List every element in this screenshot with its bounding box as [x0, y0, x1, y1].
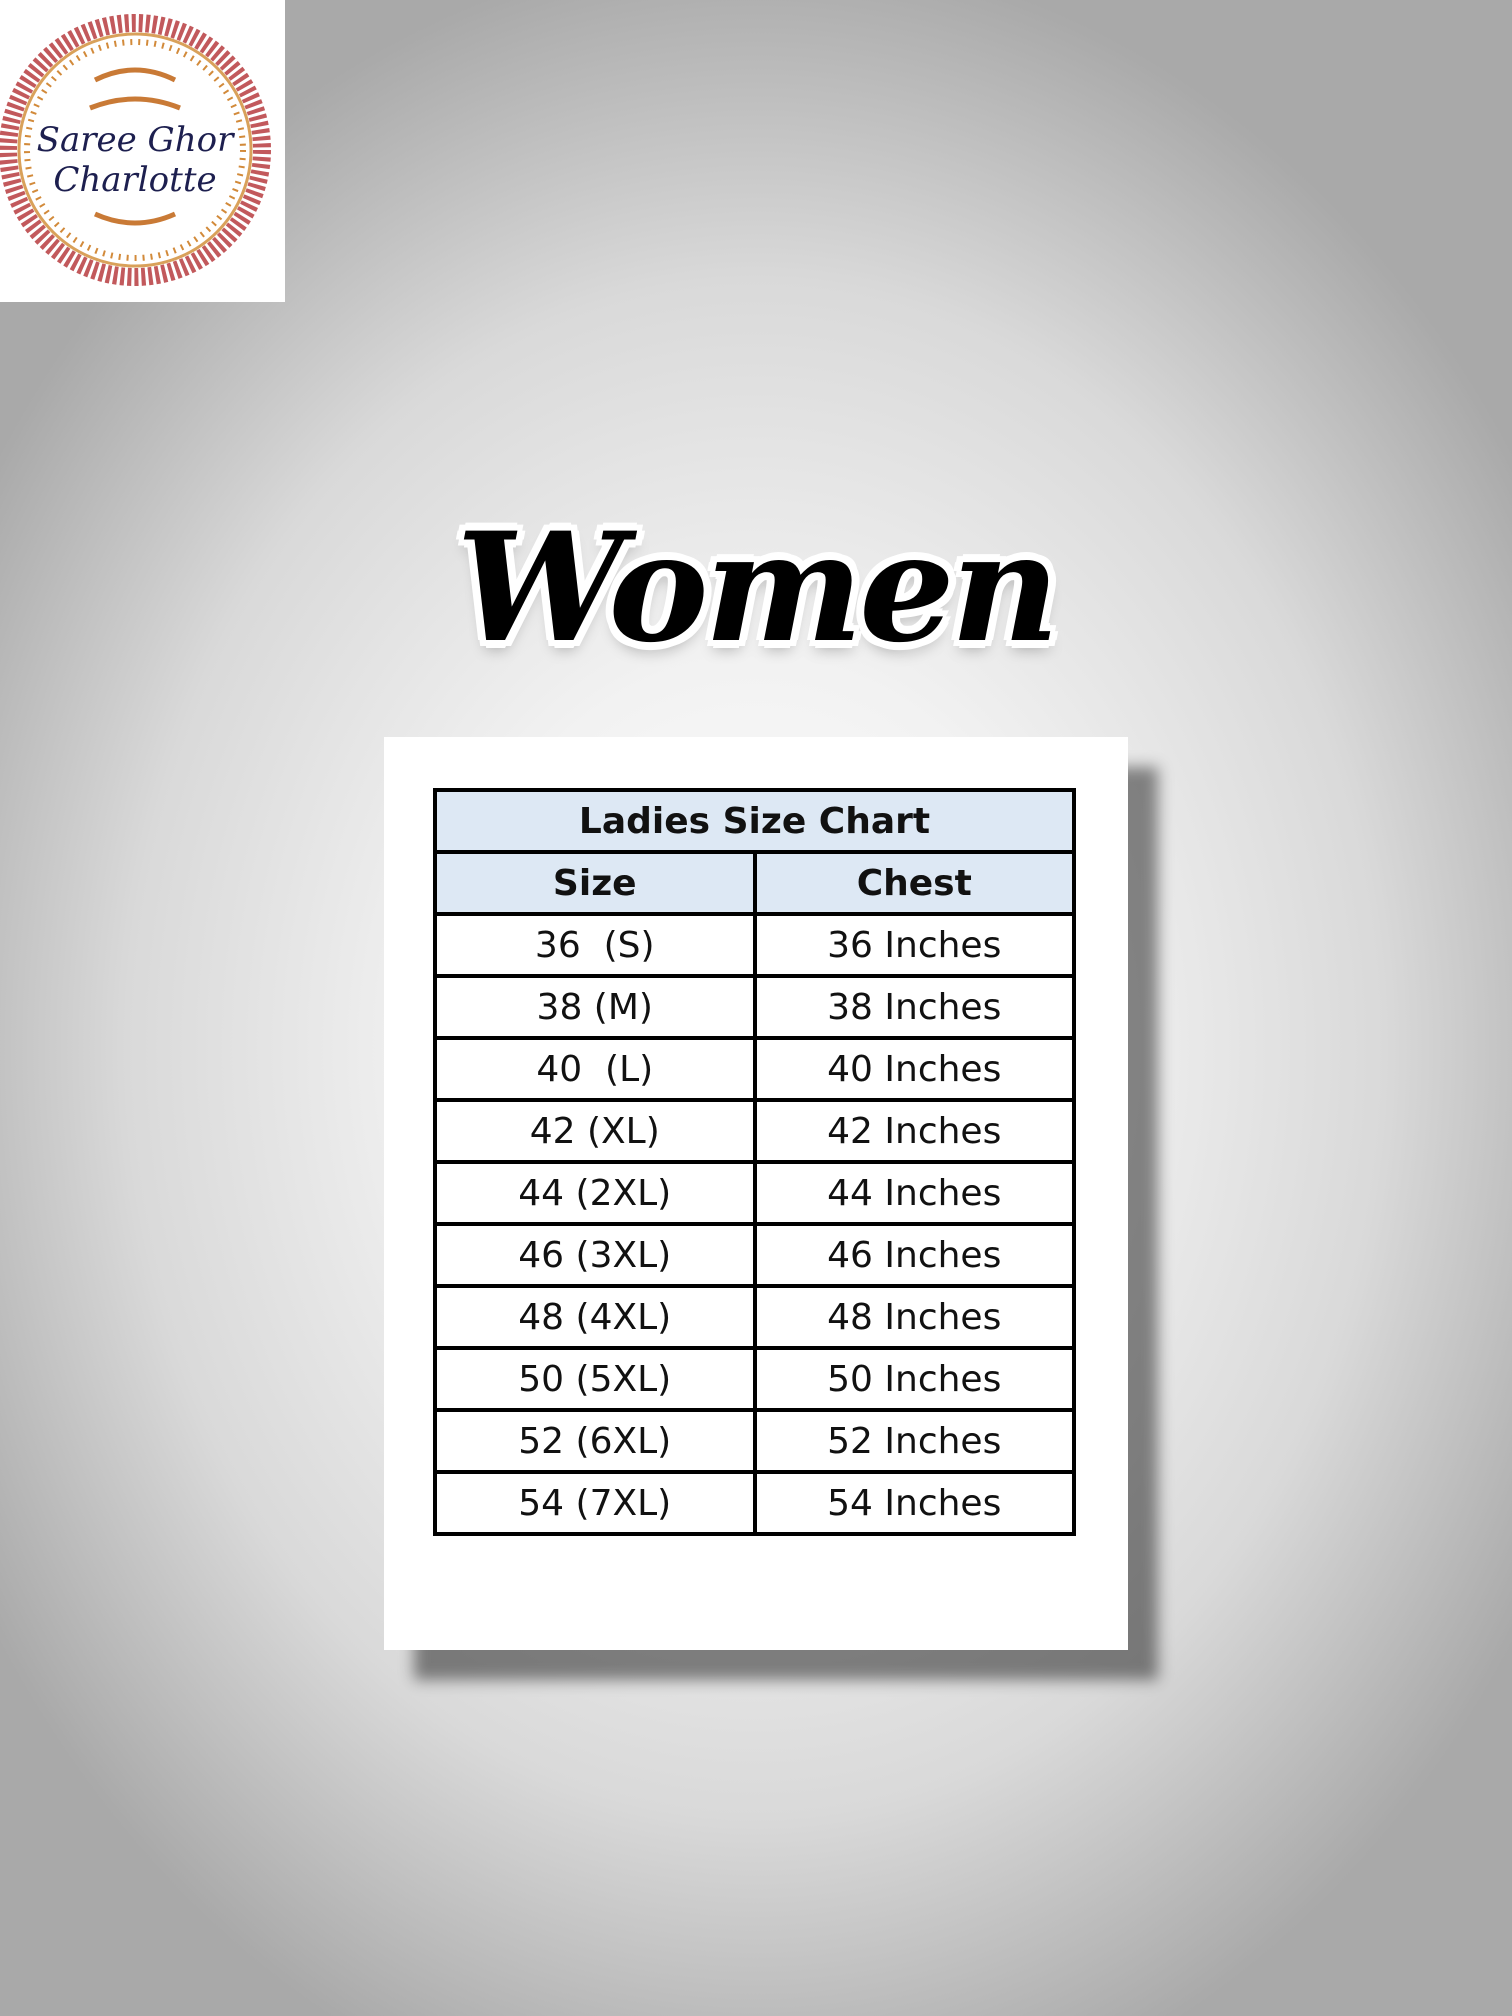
chest-cell: 36 Inches	[752, 912, 1076, 978]
chest-cell: 38 Inches	[752, 974, 1076, 1040]
table-row: 50 (5XL) 50 Inches	[433, 1346, 1076, 1412]
size-cell: 42 (XL)	[433, 1098, 757, 1164]
brand-logo: Saree Ghor Charlotte	[0, 0, 285, 302]
table-row: 46 (3XL) 46 Inches	[433, 1222, 1076, 1288]
chest-cell: 46 Inches	[752, 1222, 1076, 1288]
table-title: Ladies Size Chart	[433, 788, 1076, 854]
chest-cell: 52 Inches	[752, 1408, 1076, 1474]
ornamental-ring-icon	[0, 14, 271, 286]
size-cell: 48 (4XL)	[433, 1284, 757, 1350]
chest-cell: 42 Inches	[752, 1098, 1076, 1164]
column-header-size: Size	[433, 850, 757, 916]
size-cell: 52 (6XL)	[433, 1408, 757, 1474]
logo-line-2: Charlotte	[53, 160, 217, 200]
table-row: 44 (2XL) 44 Inches	[433, 1160, 1076, 1226]
size-chart-table: Ladies Size Chart Size Chest 36 (S) 36 In…	[433, 788, 1076, 1536]
size-cell: 54 (7XL)	[433, 1470, 757, 1536]
size-cell: 44 (2XL)	[433, 1160, 757, 1226]
chest-cell: 54 Inches	[752, 1470, 1076, 1536]
size-cell: 38 (M)	[433, 974, 757, 1040]
table-row: 54 (7XL) 54 Inches	[433, 1470, 1076, 1536]
table-row: 48 (4XL) 48 Inches	[433, 1284, 1076, 1350]
chest-cell: 48 Inches	[752, 1284, 1076, 1350]
size-cell: 36 (S)	[433, 912, 757, 978]
page-title: Women	[456, 500, 1059, 676]
table-row: 52 (6XL) 52 Inches	[433, 1408, 1076, 1474]
chest-cell: 44 Inches	[752, 1160, 1076, 1226]
table-row: 40 (L) 40 Inches	[433, 1036, 1076, 1102]
size-cell: 46 (3XL)	[433, 1222, 757, 1288]
logo-line-1: Saree Ghor	[36, 120, 234, 160]
table-row: 42 (XL) 42 Inches	[433, 1098, 1076, 1164]
chest-cell: 50 Inches	[752, 1346, 1076, 1412]
size-chart-card: Ladies Size Chart Size Chest 36 (S) 36 In…	[384, 737, 1128, 1650]
chest-cell: 40 Inches	[752, 1036, 1076, 1102]
size-cell: 40 (L)	[433, 1036, 757, 1102]
table-row: 36 (S) 36 Inches	[433, 912, 1076, 978]
column-header-chest: Chest	[752, 850, 1076, 916]
size-cell: 50 (5XL)	[433, 1346, 757, 1412]
table-row: 38 (M) 38 Inches	[433, 974, 1076, 1040]
